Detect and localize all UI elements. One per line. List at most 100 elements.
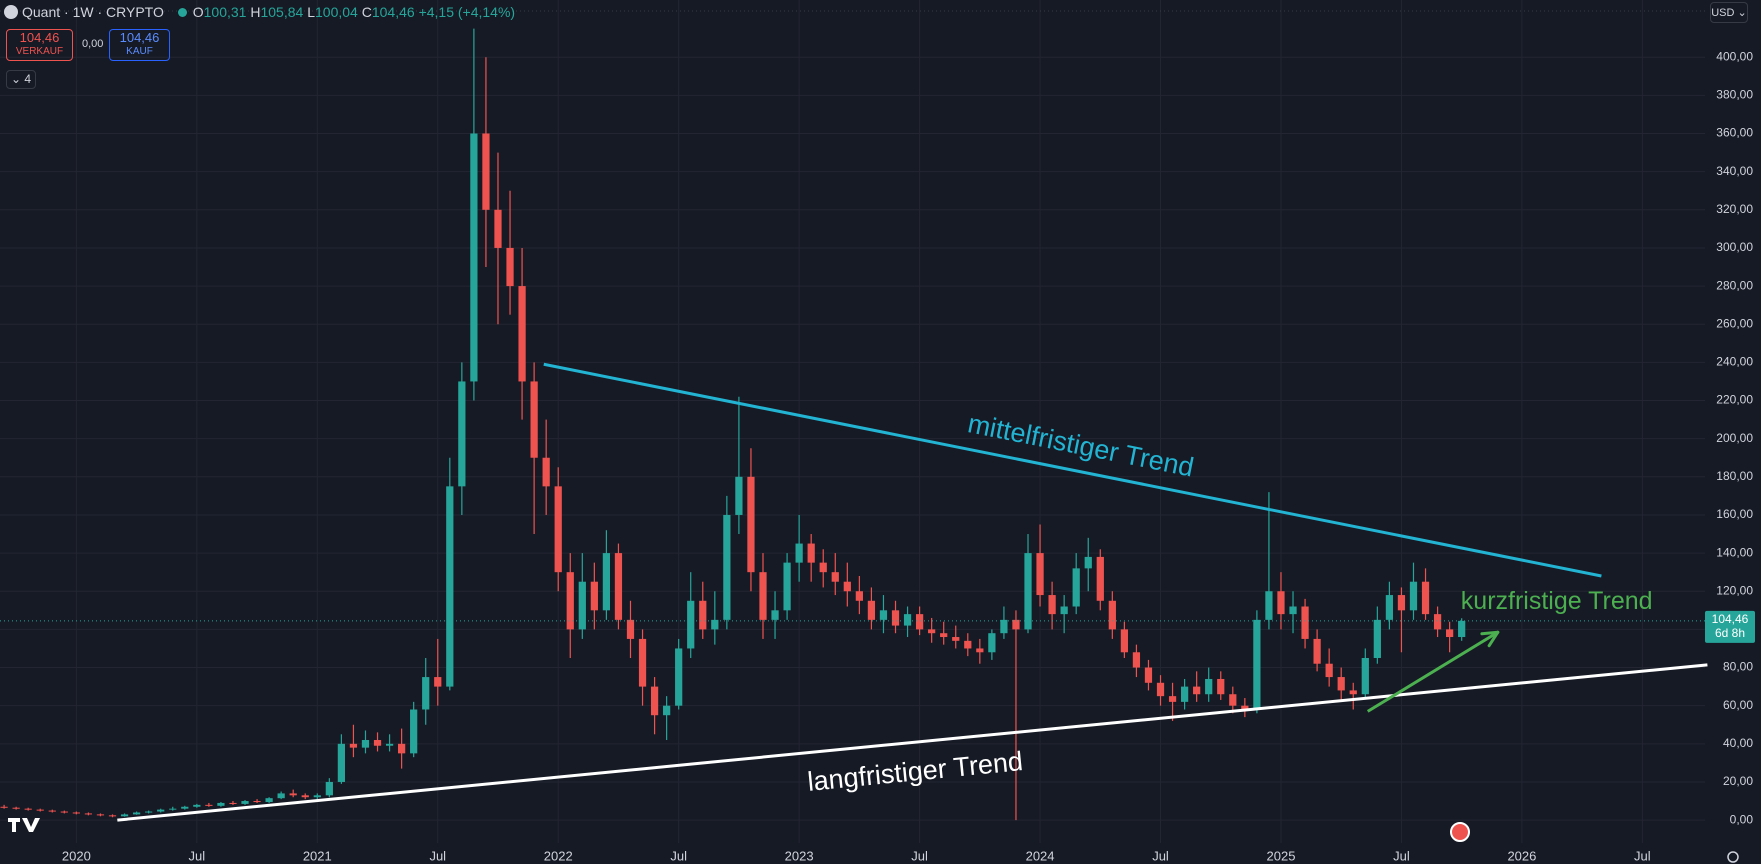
candle-body [940, 633, 948, 638]
y-tick-label: 80,00 [1723, 660, 1753, 674]
x-tick-label: 2020 [62, 848, 91, 863]
candle-body [711, 619, 719, 630]
candle-body [964, 640, 972, 649]
x-tick-label: 2022 [544, 848, 573, 863]
candle-body [554, 486, 562, 573]
candle-body [1120, 629, 1128, 653]
y-tick-label: 140,00 [1716, 545, 1753, 559]
candle-body [807, 543, 815, 563]
candle-body [434, 677, 442, 687]
candle-body [1108, 600, 1116, 630]
candle-body [84, 813, 93, 815]
y-tick-label: 160,00 [1716, 507, 1753, 521]
candle-body [988, 633, 996, 653]
candle-body [422, 677, 430, 710]
candle-body [120, 814, 129, 817]
candle-body [398, 743, 406, 754]
price-tag [1705, 610, 1755, 643]
y-tick-label: 320,00 [1716, 202, 1753, 216]
logo [8, 818, 40, 832]
candle-body [506, 247, 514, 287]
candle-body [1036, 553, 1044, 596]
candle-body [265, 798, 273, 802]
arrow-head [1480, 630, 1500, 636]
candle-body [1421, 581, 1430, 615]
x-tick-label: Jul [1634, 848, 1651, 863]
candle-body [530, 381, 538, 458]
candle-body [614, 553, 623, 620]
y-tick-label: 300,00 [1716, 240, 1753, 254]
candle-body [193, 804, 201, 807]
candle-body [96, 814, 105, 816]
candle-body [1096, 556, 1104, 601]
candle-body [903, 614, 912, 626]
candle-body [650, 686, 659, 716]
candle-body [253, 801, 261, 803]
candle-body [373, 740, 382, 746]
event-flag [1450, 822, 1470, 842]
candle-body [590, 581, 598, 611]
candle-body [831, 572, 839, 582]
ohlc-c-key: C [361, 4, 372, 20]
trend-label: kurzfristige Trend [1461, 587, 1653, 615]
candle-body [1012, 619, 1020, 630]
candle-body [169, 808, 177, 810]
symbol[interactable]: Quant · 1W · CRYPTO [22, 4, 164, 20]
candle-body [747, 476, 755, 573]
currency-button[interactable]: USD ⌄ [1710, 2, 1748, 23]
candle-body [1072, 568, 1080, 607]
candle-body [1180, 686, 1189, 702]
candle-body [1277, 591, 1285, 615]
y-tick-label: 220,00 [1716, 393, 1753, 407]
candle-body [1458, 620, 1466, 638]
candle-body [1144, 667, 1153, 683]
candle-body [60, 811, 68, 813]
indicators-toggle[interactable]: ⌄ 4 [6, 70, 36, 89]
sell-button[interactable]: 104,46 VERKAUF [6, 29, 73, 61]
candle-body [1168, 696, 1177, 702]
candle-body [1000, 619, 1008, 634]
y-tick-label: 400,00 [1716, 49, 1753, 63]
candle-body [723, 514, 731, 620]
ohlc-o-key: O [192, 4, 204, 20]
candle-body [145, 811, 153, 813]
candle-body [1084, 556, 1092, 569]
y-tick-label: 180,00 [1716, 469, 1753, 483]
candle-body [349, 743, 358, 748]
y-tick-label: 240,00 [1716, 355, 1753, 369]
spread: 0,00 [82, 38, 104, 50]
sell-label: VERKAUF [15, 46, 64, 57]
x-tick-label: 2026 [1507, 848, 1536, 863]
candle-body [1132, 652, 1141, 668]
candle-body [289, 793, 297, 796]
x-tick-label: Jul [911, 848, 928, 863]
buy-button[interactable]: 104,46 KAUF [109, 29, 170, 61]
ohlc-h: 105,84 [260, 4, 304, 20]
candle-body [602, 553, 611, 611]
candle-body [626, 619, 635, 639]
candle-body [337, 743, 345, 782]
x-tick-label: Jul [189, 848, 206, 863]
candle-body [928, 629, 936, 634]
buy-label: KAUF [126, 46, 153, 57]
candle-body [1156, 682, 1165, 697]
status-dot [177, 8, 187, 17]
y-tick-label: 380,00 [1716, 88, 1753, 102]
candle-body [48, 810, 56, 812]
trend-line [543, 362, 1602, 578]
x-tick-label: 2025 [1267, 848, 1296, 863]
y-tick-label: 0,00 [1730, 812, 1754, 826]
y-tick-label: 20,00 [1723, 774, 1753, 788]
ohlc-c: 104,46 [371, 4, 415, 20]
y-tick-label: 280,00 [1716, 278, 1753, 292]
candle-body [1289, 606, 1297, 615]
candle-body [759, 572, 767, 620]
arrow-head [1487, 630, 1500, 648]
x-tick-label: 2023 [785, 848, 814, 863]
y-tick-label: 200,00 [1716, 431, 1753, 445]
y-tick-label: 120,00 [1716, 583, 1753, 597]
trend-line [117, 663, 1708, 822]
candle-body [879, 610, 888, 620]
